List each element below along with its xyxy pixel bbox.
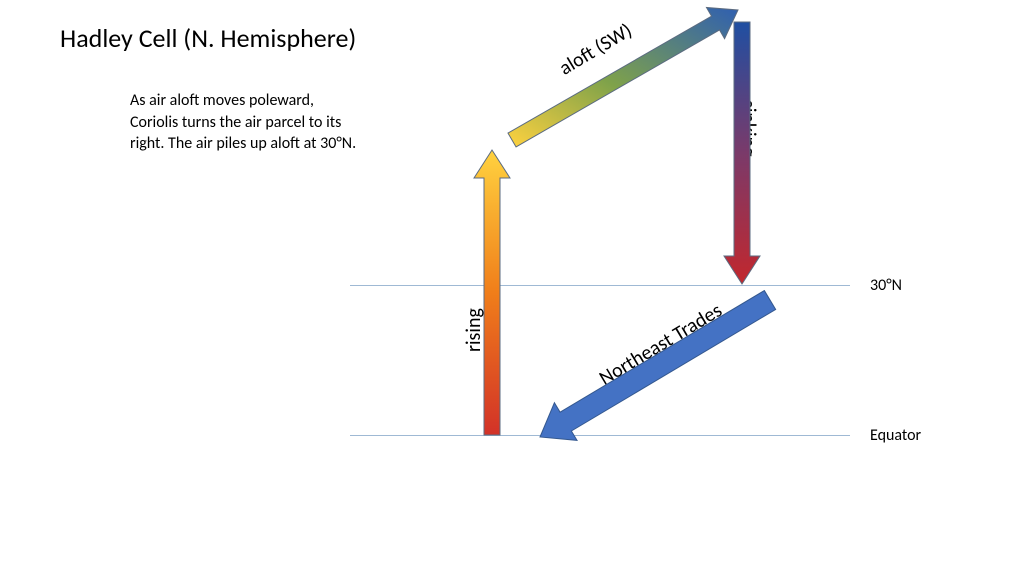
rising-arrow — [474, 150, 510, 435]
page-title: Hadley Cell (N. Hemisphere) — [60, 22, 356, 54]
aloft-label: aloft (SW) — [555, 19, 636, 81]
rising-label: rising — [462, 308, 486, 352]
lat-30n-label: 30°N — [870, 276, 902, 295]
sinking-label: sinking — [736, 100, 760, 157]
equator-label: Equator — [870, 426, 921, 445]
trades-arrow — [540, 291, 776, 441]
equator-line — [350, 435, 850, 436]
trades-label: Northeast Trades — [595, 298, 726, 390]
description-text: As air aloft moves poleward, Coriolis tu… — [130, 90, 360, 155]
lat-30n-line — [350, 285, 850, 286]
